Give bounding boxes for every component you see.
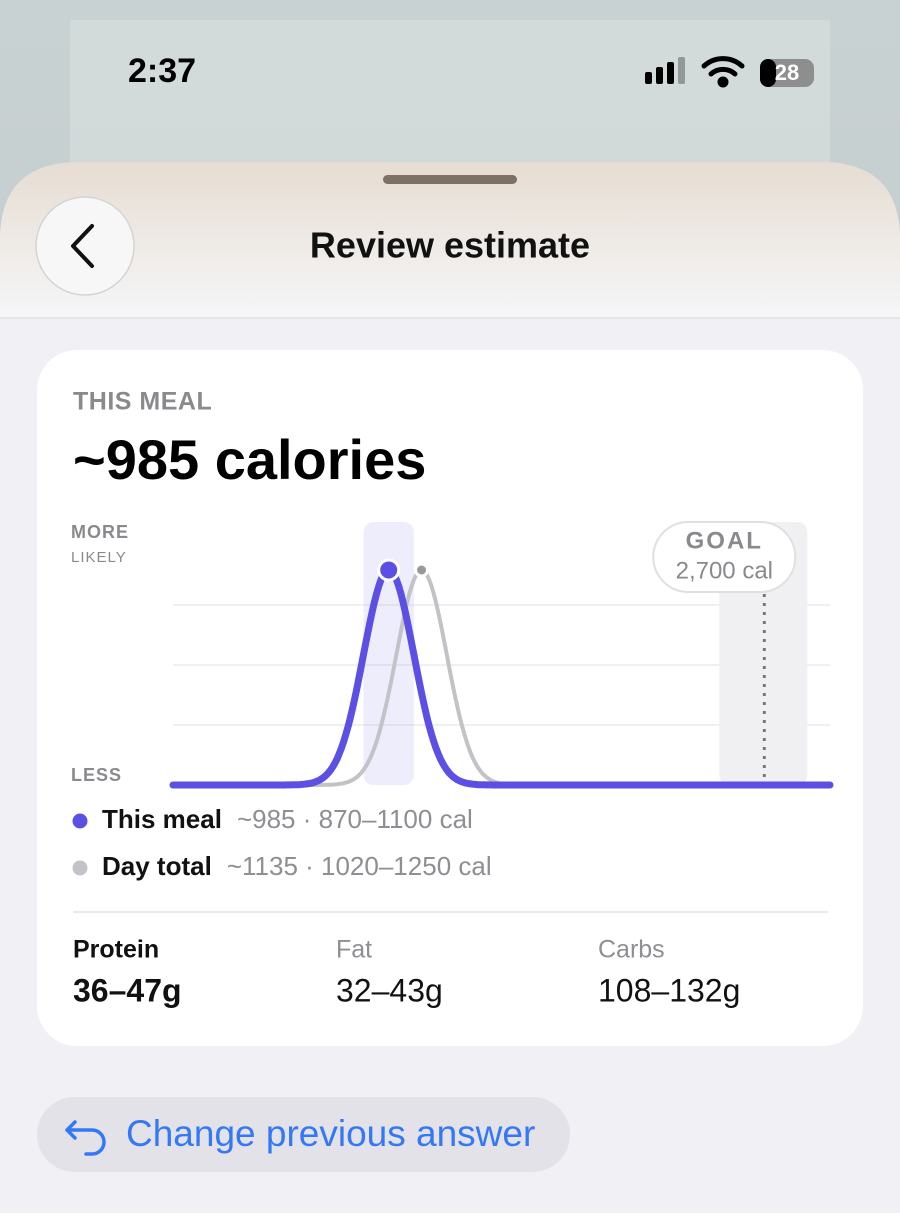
estimate-card — [37, 350, 863, 1046]
macro-name: Protein — [73, 936, 159, 964]
y-label-top-sub: LIKELY — [71, 549, 127, 566]
backdrop-card — [70, 20, 830, 180]
back-button[interactable] — [35, 196, 135, 296]
peak-dot — [414, 562, 430, 578]
card-eyebrow: THIS MEAL — [73, 388, 212, 416]
macro-name: Carbs — [598, 936, 665, 964]
grabber — [383, 175, 517, 184]
status-time: 2:37 — [128, 52, 196, 90]
card-headline: ~985 calories — [73, 428, 426, 491]
legend-range: ~985 · 870–1100 cal — [237, 804, 473, 834]
macro-name: Fat — [336, 936, 372, 964]
plot: GOAL 2,700 cal — [169, 521, 834, 789]
y-label-bottom: LESS — [71, 765, 122, 785]
peak-dot — [377, 558, 401, 582]
macro-range: 32–43g — [336, 972, 443, 1008]
header-title: Review estimate — [310, 225, 590, 266]
legend-dot — [72, 813, 88, 829]
macro-range: 36–47g — [73, 972, 182, 1008]
button-label: Change previous answer — [126, 1113, 535, 1154]
sheet-header — [0, 162, 900, 318]
legend-dot — [72, 860, 88, 876]
legend: This meal ~985 · 870–1100 cal Day total ~11… — [72, 804, 492, 881]
legend-name: Day total — [102, 851, 212, 881]
battery-level — [760, 59, 776, 87]
macro-range: 108–132g — [598, 972, 740, 1008]
density-curve — [169, 566, 834, 789]
wifi-icon — [701, 56, 745, 88]
legend-name: This meal — [102, 804, 222, 834]
legend-range: ~1135 · 1020–1250 cal — [227, 851, 492, 881]
macros: Protein 36–47g Fat 32–43g Carbs 108–132g — [73, 936, 740, 1009]
goal-badge — [652, 521, 797, 593]
battery-percent: 28 — [775, 60, 799, 85]
signal-icon — [645, 57, 685, 84]
y-label-top: MORE — [71, 522, 129, 542]
goal-title: GOAL — [686, 527, 763, 554]
change-answer-button[interactable]: Change previous answer — [37, 1097, 570, 1172]
goal-label: 2,700 cal — [676, 557, 773, 584]
